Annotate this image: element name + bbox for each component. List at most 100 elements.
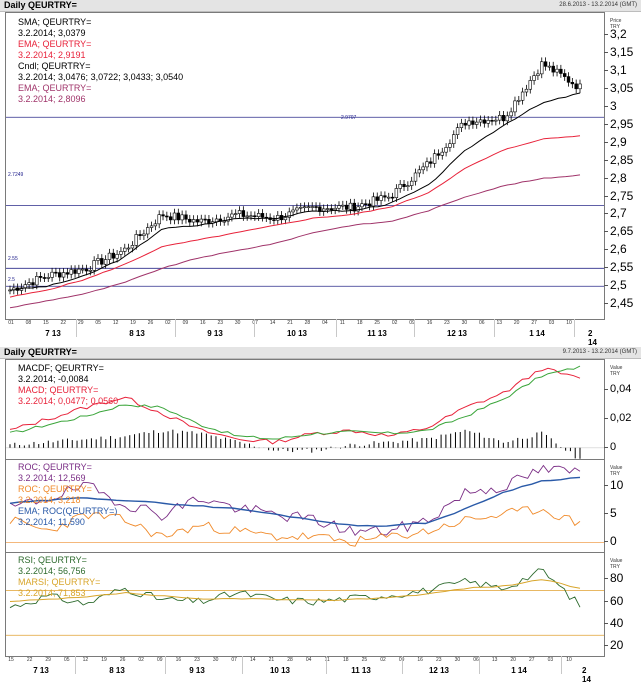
x-day-label: 30 <box>461 320 468 326</box>
candle-body <box>295 207 299 211</box>
y-tick-mark <box>604 600 608 602</box>
x-day-label: 13 <box>496 320 503 326</box>
indicator-chart-window: Daily QEURTRY= 9.7.2013 - 13.2.2014 (GMT… <box>0 346 641 684</box>
candle-body <box>138 234 142 236</box>
candle-body <box>123 247 127 252</box>
candle-body <box>130 245 135 249</box>
y-tick-label: 2,5 <box>610 278 627 293</box>
x-day-label: 01 <box>8 320 14 326</box>
candle-body <box>356 206 360 212</box>
x-axis-1[interactable]: 01 08 15 22 29 05 12 19 26 02 09 16 23 30 07 14 21 28 04 11… <box>5 319 603 347</box>
y-tick-label: 2,7 <box>610 206 627 221</box>
candle-body <box>134 234 138 246</box>
y-tick-mark <box>604 303 608 305</box>
x-day-label: 04 <box>305 657 312 663</box>
candle-body <box>92 260 96 271</box>
macd-pane[interactable]: MACDF; QEURTRY= 3.2.2014; -0,0084 MACD; … <box>5 359 605 460</box>
y-tick-label: 3,05 <box>610 80 634 95</box>
candle-body <box>463 122 467 126</box>
rsi-axis-unit: Value TRY <box>610 558 623 570</box>
candle-body <box>207 219 211 224</box>
y-tick-mark <box>604 417 608 419</box>
x-day-label: 09 <box>399 657 405 663</box>
candle-body <box>107 252 112 260</box>
candle-body <box>371 196 376 207</box>
price-y-axis[interactable]: Price TRY 3,2 3,15 3,1 3,05 3 2,95 2,9 2,85 2,8 2… <box>604 12 641 318</box>
roc-axis-unit: Value TRY <box>610 465 623 477</box>
candle-body <box>494 119 498 122</box>
candle-body <box>88 270 93 272</box>
x-month-separator <box>75 656 76 674</box>
rsi-y-axis[interactable]: Value TRY 80 60 40 20 <box>604 552 641 655</box>
candle-body <box>467 120 471 126</box>
candle-body <box>54 271 58 274</box>
candle-body <box>406 185 410 188</box>
candle-body <box>172 212 177 221</box>
candle-body <box>444 147 448 153</box>
candle-body <box>46 277 50 279</box>
candle-body <box>314 206 318 208</box>
y-tick-label: 0 <box>610 440 617 453</box>
candle-body <box>237 210 242 214</box>
candle-body <box>299 206 303 209</box>
y-tick-label: 2,75 <box>610 188 634 203</box>
rsi-pane[interactable]: RSI; QEURTRY= 3.2.2014; 56,756 MARSI; QE… <box>5 552 605 657</box>
x-month-label: 11 13 <box>351 666 371 675</box>
x-day-label: 21 <box>268 657 275 663</box>
x-month-separator <box>326 656 327 674</box>
roc-pane[interactable]: ROC; QEURTRY= 3.2.2014; 12,569 ROC; QEUR… <box>5 459 605 553</box>
candle-body <box>73 269 77 274</box>
candle-body <box>180 214 184 221</box>
macd-y-axis[interactable]: Value TRY 0,04 0,02 0 <box>604 359 641 458</box>
window-title: Daily QEURTRY= <box>4 0 77 10</box>
candle-body <box>42 277 47 279</box>
y-tick-label: 10 <box>610 478 624 493</box>
candle-body <box>402 183 406 188</box>
candle-body <box>559 68 563 74</box>
x-day-label: 18 <box>356 320 363 326</box>
candle-body <box>241 210 246 217</box>
hline-label-2-7249: 2.7249 <box>8 172 24 178</box>
x-day-label: 02 <box>165 320 171 326</box>
hline-label-2-9707: 2.9707 <box>341 115 357 121</box>
candle-body <box>555 68 559 73</box>
candle-body <box>272 219 276 221</box>
legend-sma-values: 3.2.2014; 3,0379 <box>18 28 86 38</box>
roc-y-axis[interactable]: Value TRY 10 5 0 <box>604 459 641 551</box>
x-day-label: 14 <box>269 320 276 326</box>
candle-body <box>253 215 257 218</box>
y-tick-mark <box>604 177 608 179</box>
candle-body <box>398 183 402 189</box>
y-tick-label: 0,04 <box>610 383 632 395</box>
window-titlebar-2[interactable]: Daily QEURTRY= 9.7.2013 - 13.2.2014 (GMT… <box>0 347 641 359</box>
rsi-plot <box>6 568 604 636</box>
legend-marsi-name: MARSI; QEURTRY= <box>18 577 101 587</box>
candle-body <box>497 115 502 121</box>
candle-body <box>566 76 571 83</box>
y-tick-mark <box>604 645 608 647</box>
candle-body <box>230 213 234 218</box>
candle-body <box>570 81 575 85</box>
x-month-separator <box>242 656 243 674</box>
candle-body <box>142 233 146 236</box>
candle-body <box>505 115 510 122</box>
roc-plot <box>6 464 604 547</box>
y-tick-label: 3,1 <box>610 62 627 77</box>
window-titlebar[interactable]: Daily QEURTRY= 28.6.2013 - 13.2.2014 (GM… <box>0 0 641 12</box>
price-pane[interactable]: SMA; QEURTRY= 3.2.2014; 3,0379 EMA; QEUR… <box>5 12 605 320</box>
candle-body <box>302 206 307 209</box>
candle-body <box>234 213 238 215</box>
x-month-label: 1 14 <box>529 329 545 338</box>
candle-body <box>65 272 70 275</box>
legend-ema-values: 3.2.2014; 2,9191 <box>18 50 86 60</box>
x-day-label: 25 <box>361 657 368 663</box>
ema2-line <box>9 174 581 309</box>
x-day-label: 15 <box>8 657 14 663</box>
x-day-label: 10 <box>566 320 572 326</box>
candle-body <box>111 252 115 259</box>
candle-body <box>390 196 395 199</box>
x-axis-2[interactable]: 15 22 29 05 12 19 26 02 09 16 23 30 07 14 21 28 04 11 18 25… <box>5 656 603 684</box>
x-day-label: 10 <box>566 657 572 663</box>
legend-roc-values: 3.2.2014; 12,569 <box>18 473 86 483</box>
x-month-label: 9 13 <box>207 329 223 338</box>
